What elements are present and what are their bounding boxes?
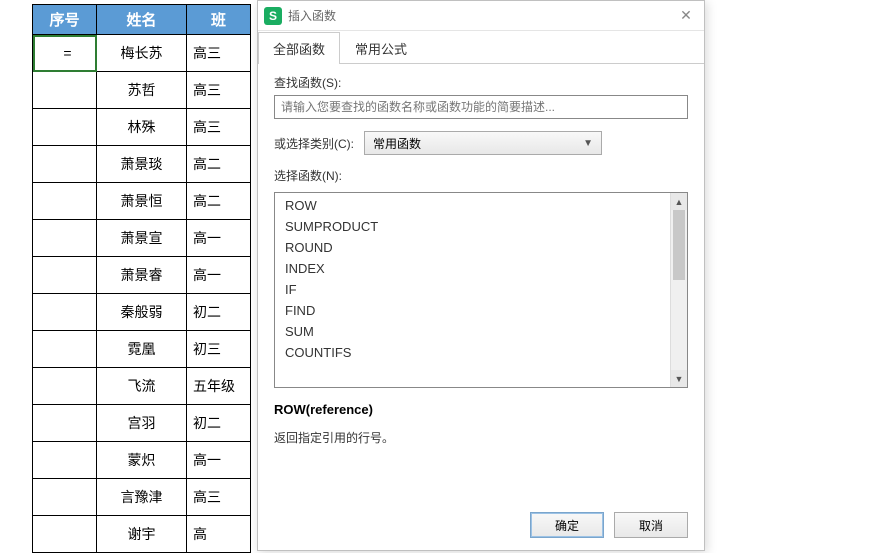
close-icon[interactable]: ✕ — [674, 7, 698, 24]
cell-class[interactable]: 高二 — [187, 146, 251, 183]
dialog-titlebar: S 插入函数 ✕ — [258, 1, 704, 31]
ok-button[interactable]: 确定 — [530, 512, 604, 538]
cell-class[interactable]: 初二 — [187, 405, 251, 442]
function-list-box: ROWSUMPRODUCTROUNDINDEXIFFINDSUMCOUNTIFS… — [274, 192, 688, 388]
function-list-item[interactable]: SUMPRODUCT — [285, 216, 670, 237]
table-row: 萧景琰高二 — [33, 146, 251, 183]
spreadsheet-area: 序号 姓名 班 =梅长苏高三苏哲高三林殊高三萧景琰高二萧景恒高二萧景宣高一萧景睿… — [32, 4, 251, 553]
cell-seq[interactable] — [33, 368, 97, 405]
dialog-body: 查找函数(S): 或选择类别(C): 常用函数 ▼ 选择函数(N): ROWSU… — [258, 64, 704, 500]
dialog-title: 插入函数 — [288, 7, 674, 24]
cell-seq[interactable] — [33, 220, 97, 257]
cell-class[interactable]: 高一 — [187, 220, 251, 257]
cell-name[interactable]: 萧景琰 — [97, 146, 187, 183]
table-row: 言豫津高三 — [33, 479, 251, 516]
cell-name[interactable]: 萧景恒 — [97, 183, 187, 220]
search-input[interactable] — [274, 95, 688, 119]
cell-seq[interactable] — [33, 109, 97, 146]
function-list-item[interactable]: ROUND — [285, 237, 670, 258]
table-row: 宫羽初二 — [33, 405, 251, 442]
cell-name[interactable]: 谢宇 — [97, 516, 187, 553]
function-list-item[interactable]: SUM — [285, 321, 670, 342]
cell-name[interactable]: 宫羽 — [97, 405, 187, 442]
table-row: 飞流五年级 — [33, 368, 251, 405]
cell-name[interactable]: 言豫津 — [97, 479, 187, 516]
scrollbar[interactable]: ▲ ▼ — [670, 193, 687, 387]
app-icon: S — [264, 7, 282, 25]
cell-name[interactable]: 苏哲 — [97, 72, 187, 109]
cell-class[interactable]: 高三 — [187, 72, 251, 109]
function-list-label: 选择函数(N): — [274, 167, 688, 184]
function-list-item[interactable]: FIND — [285, 300, 670, 321]
cell-seq[interactable] — [33, 516, 97, 553]
cell-seq[interactable] — [33, 257, 97, 294]
search-label: 查找函数(S): — [274, 74, 688, 91]
header-name: 姓名 — [97, 5, 187, 35]
function-description-text: 返回指定引用的行号。 — [274, 429, 688, 446]
cell-class[interactable]: 初三 — [187, 331, 251, 368]
table-row: 萧景宣高一 — [33, 220, 251, 257]
header-class: 班 — [187, 5, 251, 35]
active-cell[interactable]: = — [33, 35, 97, 72]
cell-seq[interactable] — [33, 183, 97, 220]
function-list-item[interactable]: IF — [285, 279, 670, 300]
cell-class[interactable]: 高一 — [187, 257, 251, 294]
cell-seq[interactable] — [33, 294, 97, 331]
function-list-item[interactable]: COUNTIFS — [285, 342, 670, 363]
cell-class[interactable]: 高 — [187, 516, 251, 553]
cell-name[interactable]: 梅长苏 — [97, 35, 187, 72]
table-row: 蒙炽高一 — [33, 442, 251, 479]
table-row: 秦般弱初二 — [33, 294, 251, 331]
cell-name[interactable]: 萧景宣 — [97, 220, 187, 257]
cancel-button[interactable]: 取消 — [614, 512, 688, 538]
data-table: 序号 姓名 班 =梅长苏高三苏哲高三林殊高三萧景琰高二萧景恒高二萧景宣高一萧景睿… — [32, 4, 251, 553]
cell-name[interactable]: 秦般弱 — [97, 294, 187, 331]
chevron-down-icon: ▼ — [583, 138, 593, 149]
function-description: ROW(reference) 返回指定引用的行号。 — [274, 402, 688, 446]
function-list-item[interactable]: INDEX — [285, 258, 670, 279]
cell-class[interactable]: 高二 — [187, 183, 251, 220]
table-row: 林殊高三 — [33, 109, 251, 146]
cell-name[interactable]: 萧景睿 — [97, 257, 187, 294]
header-seq: 序号 — [33, 5, 97, 35]
dialog-footer: 确定 取消 — [258, 500, 704, 550]
category-label: 或选择类别(C): — [274, 135, 354, 152]
function-list-item[interactable]: ROW — [285, 195, 670, 216]
table-row: 霓凰初三 — [33, 331, 251, 368]
table-row: 苏哲高三 — [33, 72, 251, 109]
cell-name[interactable]: 蒙炽 — [97, 442, 187, 479]
cell-seq[interactable] — [33, 442, 97, 479]
cell-name[interactable]: 霓凰 — [97, 331, 187, 368]
cell-class[interactable]: 初二 — [187, 294, 251, 331]
insert-function-dialog: S 插入函数 ✕ 全部函数 常用公式 查找函数(S): 或选择类别(C): 常用… — [257, 0, 705, 551]
cell-class[interactable]: 五年级 — [187, 368, 251, 405]
cell-seq[interactable] — [33, 331, 97, 368]
table-row: 萧景恒高二 — [33, 183, 251, 220]
cell-class[interactable]: 高三 — [187, 35, 251, 72]
cell-class[interactable]: 高三 — [187, 479, 251, 516]
cell-seq[interactable] — [33, 405, 97, 442]
cell-class[interactable]: 高一 — [187, 442, 251, 479]
function-signature: ROW(reference) — [274, 402, 688, 417]
category-select[interactable]: 常用函数 ▼ — [364, 131, 602, 155]
scroll-down-icon[interactable]: ▼ — [671, 370, 687, 387]
table-row: 谢宇高 — [33, 516, 251, 553]
cell-seq[interactable] — [33, 479, 97, 516]
tab-common-formulas[interactable]: 常用公式 — [340, 32, 422, 64]
category-value: 常用函数 — [373, 135, 421, 152]
cell-name[interactable]: 飞流 — [97, 368, 187, 405]
scroll-thumb[interactable] — [673, 210, 685, 280]
tab-all-functions[interactable]: 全部函数 — [258, 32, 340, 64]
scroll-up-icon[interactable]: ▲ — [671, 193, 687, 210]
table-row: =梅长苏高三 — [33, 35, 251, 72]
dialog-tabs: 全部函数 常用公式 — [258, 31, 704, 64]
table-row: 萧景睿高一 — [33, 257, 251, 294]
cell-class[interactable]: 高三 — [187, 109, 251, 146]
cell-seq[interactable] — [33, 72, 97, 109]
cell-name[interactable]: 林殊 — [97, 109, 187, 146]
function-list[interactable]: ROWSUMPRODUCTROUNDINDEXIFFINDSUMCOUNTIFS — [275, 193, 670, 387]
cell-seq[interactable] — [33, 146, 97, 183]
